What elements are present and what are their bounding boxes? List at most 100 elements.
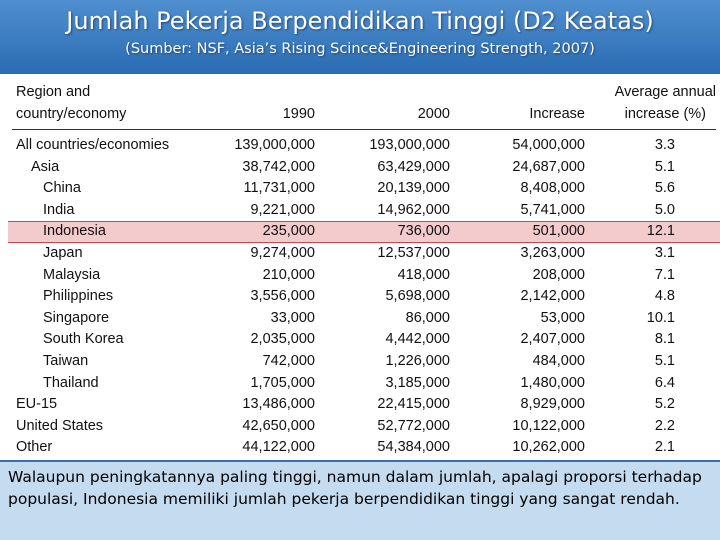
row-value-2000: 14,962,000: [377, 201, 450, 218]
row-avg-increase: 2.2: [654, 417, 675, 434]
row-value-1990: 44,122,000: [242, 439, 315, 456]
row-value-1990: 42,650,000: [242, 417, 315, 434]
row-name: All countries/economies: [16, 137, 170, 153]
row-increase: 53,000: [540, 309, 585, 326]
row-increase: 10,262,000: [512, 439, 585, 456]
row-value-2000: 3,185,000: [385, 374, 450, 391]
row-name: India: [43, 201, 75, 218]
row-name: Singapore: [43, 309, 110, 326]
row-name: Taiwan: [43, 353, 89, 369]
row-value-2000: 54,384,000: [377, 439, 450, 456]
row-increase: 10,122,000: [512, 417, 585, 434]
row-increase: 1,480,000: [520, 374, 585, 391]
row-value-2000: 86,000: [405, 309, 450, 326]
table-row: Thailand 1,705,000 3,185,000 1,480,000 6.4: [8, 373, 720, 395]
row-value-2000: 12,537,000: [377, 245, 450, 261]
header-avg-line2: increase (%): [624, 106, 706, 122]
row-avg-increase: 12.1: [646, 223, 675, 240]
row-increase: 2,142,000: [520, 288, 585, 305]
row-name: United States: [16, 417, 104, 434]
header-region-line2: country/economy: [16, 106, 127, 122]
table-row: All countries/economies 139,000,000 193,00…: [8, 135, 720, 157]
row-increase: 501,000: [532, 223, 585, 240]
header-increase: Increase: [529, 106, 585, 122]
row-value-1990: 3,556,000: [250, 288, 315, 305]
row-name: South Korea: [43, 331, 124, 348]
table-row: United States 42,650,000 52,772,000 10,122,…: [8, 416, 720, 438]
row-value-1990: 1,705,000: [250, 374, 315, 391]
row-avg-increase: 6.4: [654, 374, 675, 391]
row-name: Philippines: [43, 288, 114, 305]
table-row: Taiwan 742,000 1,226,000 484,000 5.1: [8, 351, 720, 373]
row-value-1990: 742,000: [262, 353, 315, 369]
row-increase: 54,000,000: [512, 137, 585, 153]
row-avg-increase: 2.1: [654, 439, 675, 456]
data-table: Region and country/economy 1990 2000 Inc…: [8, 78, 720, 460]
header-region-line1: Region and: [16, 84, 91, 100]
row-value-2000: 22,415,000: [377, 396, 450, 413]
slide-header: Jumlah Pekerja Berpendidikan Tinggi (D2 …: [0, 0, 720, 74]
row-increase: 5,741,000: [520, 201, 585, 218]
row-value-1990: 235,000: [262, 223, 315, 240]
row-avg-increase: 3.1: [654, 245, 675, 261]
row-avg-increase: 7.1: [654, 266, 675, 283]
row-increase: 2,407,000: [520, 331, 585, 348]
table-row: Japan 9,274,000 12,537,000 3,263,000 3.1: [8, 243, 720, 265]
table-row: Singapore 33,000 86,000 53,000 10.1: [8, 308, 720, 330]
row-value-1990: 11,731,000: [243, 180, 316, 197]
row-avg-increase: 8.1: [654, 331, 675, 348]
row-value-1990: 139,000,000: [234, 137, 315, 153]
row-increase: 3,263,000: [520, 245, 585, 261]
header-2000: 2000: [417, 106, 450, 122]
table-row: EU-15 13,486,000 22,415,000 8,929,000 5.2: [8, 394, 720, 416]
row-value-1990: 2,035,000: [250, 331, 315, 348]
row-avg-increase: 5.0: [654, 201, 675, 218]
row-increase: 8,929,000: [520, 396, 585, 413]
row-avg-increase: 10.1: [646, 309, 675, 326]
table-row: Other 44,122,000 54,384,000 10,262,000 2.1: [8, 437, 720, 459]
row-value-2000: 736,000: [397, 223, 450, 240]
row-value-1990: 9,221,000: [250, 201, 315, 218]
row-avg-increase: 5.1: [654, 158, 675, 175]
row-name: Asia: [31, 158, 60, 175]
row-increase: 208,000: [532, 266, 585, 283]
row-avg-increase: 5.1: [654, 353, 675, 369]
row-name: China: [43, 180, 81, 197]
row-value-2000: 52,772,000: [377, 417, 450, 434]
table-row: India 9,221,000 14,962,000 5,741,000 5.0: [8, 200, 720, 222]
row-value-2000: 63,429,000: [377, 158, 450, 175]
row-increase: 8,408,000: [520, 180, 585, 197]
table-row: Malaysia 210,000 418,000 208,000 7.1: [8, 265, 720, 287]
row-value-2000: 193,000,000: [369, 137, 450, 153]
row-value-2000: 5,698,000: [385, 288, 450, 305]
table-row-highlighted: Indonesia 235,000 736,000 501,000 12.1: [8, 221, 720, 243]
row-value-1990: 13,486,000: [242, 396, 315, 413]
row-name: Japan: [43, 245, 83, 261]
slide-title: Jumlah Pekerja Berpendidikan Tinggi (D2 …: [66, 7, 654, 35]
header-divider: [12, 129, 716, 130]
header-1990: 1990: [282, 106, 315, 122]
table-row: South Korea 2,035,000 4,442,000 2,407,000 8.…: [8, 329, 720, 351]
row-name: Thailand: [43, 374, 99, 391]
table-row: China 11,731,000 20,139,000 8,408,000 5.6: [8, 178, 720, 200]
row-name: EU-15: [16, 396, 58, 413]
row-value-1990: 38,742,000: [242, 158, 315, 175]
row-avg-increase: 4.8: [654, 288, 675, 305]
conclusion-note: Walaupun peningkatannya paling tinggi, n…: [0, 460, 720, 540]
row-value-1990: 210,000: [262, 266, 315, 283]
table-row: Philippines 3,556,000 5,698,000 2,142,000 4.…: [8, 286, 720, 308]
row-avg-increase: 5.6: [654, 180, 675, 197]
header-avg-line1: Average annual: [614, 84, 716, 100]
row-value-1990: 33,000: [270, 309, 315, 326]
row-value-2000: 4,442,000: [385, 331, 450, 348]
table-row: Asia 38,742,000 63,429,000 24,687,000 5.1: [8, 157, 720, 179]
slide-subtitle: (Sumber: NSF, Asia’s Rising Scince&Engin…: [125, 41, 595, 57]
row-name: Malaysia: [43, 266, 101, 283]
row-value-2000: 418,000: [397, 266, 450, 283]
row-name: Other: [16, 439, 53, 456]
row-name: Indonesia: [43, 223, 106, 240]
row-avg-increase: 5.2: [654, 396, 675, 413]
row-increase: 484,000: [532, 353, 585, 369]
row-avg-increase: 3.3: [654, 137, 675, 153]
row-value-2000: 20,139,000: [377, 180, 450, 197]
